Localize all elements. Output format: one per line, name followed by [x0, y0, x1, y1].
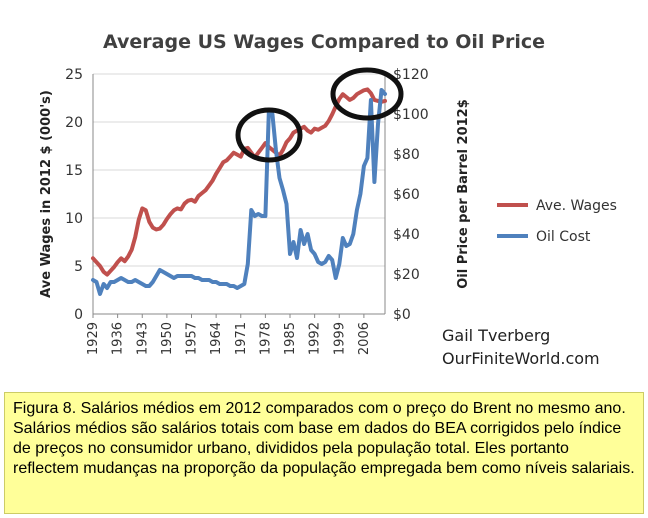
x-tick-label: 1950	[160, 322, 175, 355]
highlight-circle-2008	[330, 67, 404, 121]
highlight-circles	[235, 67, 404, 163]
chart-area: Average US Wages Compared to Oil Price 0…	[39, 31, 617, 368]
y2-tick-label: $120	[393, 67, 429, 83]
y2-axis-title: Oil Price per Barrel 2012$	[456, 99, 471, 289]
x-tick-label: 1999	[332, 322, 347, 355]
x-tick-label: 1992	[308, 322, 323, 355]
axes: 0 5 10 15 20 25 $0 $20 $40 $60 $80 $100 $120 1929 1936…	[39, 67, 471, 355]
x-tick-label: 1957	[185, 322, 200, 355]
y-tick-label: 5	[74, 259, 83, 275]
y2-tick-label: $20	[393, 267, 420, 283]
y-tick-label: 0	[74, 307, 83, 323]
x-tick-label: 1943	[135, 322, 150, 355]
figure-caption: Figura 8. Salários médios em 2012 compar…	[4, 392, 644, 514]
x-tick-label: 1985	[283, 322, 298, 355]
caption-text: Figura 8. Salários médios em 2012 compar…	[13, 400, 635, 477]
y-tick-label: 25	[65, 67, 83, 83]
y-axis-title: Ave Wages in 2012 $ (000's)	[39, 90, 54, 298]
highlight-circle-1979	[235, 107, 303, 163]
chart-title: Average US Wages Compared to Oil Price	[103, 31, 545, 53]
line-chart: Average US Wages Compared to Oil Price 0…	[39, 31, 617, 368]
legend-label-wages: Ave. Wages	[536, 198, 617, 214]
y2-tick-label: $0	[393, 307, 411, 323]
y2-tick-label: $80	[393, 147, 420, 163]
x-tick-label: 1936	[111, 322, 126, 355]
y-tick-label: 15	[65, 163, 83, 179]
y2-tick-label: $40	[393, 227, 420, 243]
legend-label-oil: Oil Cost	[536, 229, 591, 245]
x-tick-label: 1964	[209, 322, 224, 355]
series-line-oil	[91, 88, 387, 296]
x-tick-label: 1929	[86, 322, 101, 355]
legend: Ave. Wages Oil Cost	[497, 198, 617, 245]
y-tick-label: 20	[65, 115, 83, 131]
x-tick-label: 1978	[258, 322, 273, 355]
x-tick-label: 2006	[357, 322, 372, 355]
author-label: Gail Tverberg	[442, 326, 550, 345]
y-tick-label: 10	[65, 211, 83, 227]
x-tick-label: 1971	[234, 322, 249, 355]
website-label: OurFiniteWorld.com	[442, 349, 600, 368]
y2-tick-label: $100	[393, 107, 429, 123]
y2-tick-label: $60	[393, 187, 420, 203]
